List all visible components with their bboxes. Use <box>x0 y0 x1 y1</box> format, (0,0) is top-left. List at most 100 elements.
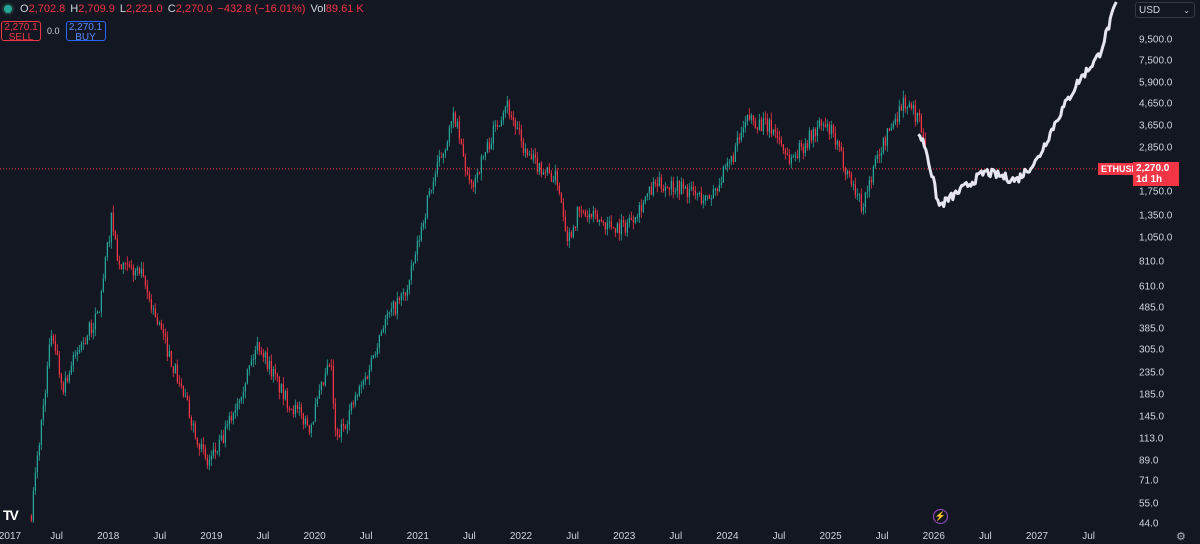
candle <box>222 435 224 443</box>
candle <box>528 154 530 156</box>
candle <box>110 212 112 243</box>
time-tick-label: 2026 <box>922 531 945 542</box>
candle <box>232 412 234 421</box>
price-tick-label: 1,050.0 <box>1139 232 1173 244</box>
time-tick-label: Jul <box>772 531 786 542</box>
candle <box>158 322 160 325</box>
price-axis[interactable]: 9,500.0 7,500.0 5,900.0 4,650.0 3,650.0 2,850… <box>1133 0 1200 530</box>
candle <box>908 103 910 108</box>
candle <box>256 342 258 351</box>
candle <box>888 128 890 131</box>
candle <box>554 170 556 181</box>
lightning-icon[interactable]: ⚡ <box>933 509 948 524</box>
candle <box>452 112 454 122</box>
candle <box>70 365 72 374</box>
candle <box>212 449 214 456</box>
candle <box>268 361 270 369</box>
candle <box>294 404 296 415</box>
candle <box>32 490 34 521</box>
time-axis[interactable]: 2017 Jul 2018 Jul 2019 Jul 2020 Jul 2021 Jul 2022 J… <box>0 524 1200 544</box>
candle <box>824 124 826 128</box>
candle <box>904 97 906 109</box>
price-tick-label: 3,650.0 <box>1139 120 1173 132</box>
candle <box>846 170 848 175</box>
candle <box>504 107 506 113</box>
candle <box>120 264 122 270</box>
candle <box>112 212 114 232</box>
candle <box>582 210 584 212</box>
candle <box>58 355 60 375</box>
candle <box>46 366 48 394</box>
candle <box>668 187 670 190</box>
candle <box>774 129 776 132</box>
candle <box>580 210 582 212</box>
candle <box>118 260 120 265</box>
candle <box>264 352 266 358</box>
candle <box>822 124 824 126</box>
candle <box>862 207 864 211</box>
candle <box>258 342 260 352</box>
candle <box>184 395 186 397</box>
candle <box>152 308 154 310</box>
candle <box>512 117 514 121</box>
candle <box>80 343 82 351</box>
chevron-down-icon: ⌄ <box>1183 6 1190 15</box>
candle <box>816 127 818 137</box>
candle <box>188 399 190 418</box>
price-chart[interactable] <box>0 0 1133 524</box>
candle <box>720 182 722 185</box>
candle <box>242 391 244 398</box>
candle <box>138 268 140 274</box>
candle <box>440 156 442 158</box>
candle <box>584 211 586 217</box>
candle <box>696 193 698 195</box>
candle <box>698 192 700 194</box>
price-tick-label: 2,850.0 <box>1139 142 1173 154</box>
candle <box>48 344 50 367</box>
candle <box>666 186 668 188</box>
currency-select[interactable]: USD ⌄ <box>1135 2 1195 18</box>
candle <box>914 105 916 122</box>
candle <box>754 120 756 129</box>
candle <box>804 143 806 153</box>
candle <box>206 457 208 466</box>
candle <box>802 146 804 153</box>
candle <box>592 210 594 217</box>
candle <box>182 385 184 397</box>
candle <box>72 355 74 366</box>
sell-button[interactable]: 2,270.1 SELL <box>1 21 41 43</box>
candle <box>634 216 636 223</box>
candle <box>766 118 768 132</box>
buy-button[interactable]: 2,270.1 BUY <box>65 21 106 43</box>
candle <box>246 369 248 384</box>
candle <box>614 227 616 233</box>
low-value: 2,221.0 <box>126 3 163 15</box>
time-tick-label: Jul <box>153 531 167 542</box>
candle <box>728 161 730 163</box>
candle <box>924 138 926 148</box>
candle <box>732 155 734 163</box>
last-price-tag: 2,270.0 1d 1h <box>1133 162 1179 186</box>
candle <box>746 115 748 122</box>
candle <box>704 195 706 201</box>
tradingview-logo[interactable]: TV <box>3 507 19 523</box>
candle <box>412 263 414 266</box>
candle <box>418 240 420 242</box>
volume-value: 89.61 K <box>325 3 364 15</box>
spread-value: 0.0 <box>47 26 60 36</box>
candle <box>718 184 720 192</box>
candle <box>910 103 912 109</box>
candle <box>124 262 126 264</box>
candle <box>776 131 778 138</box>
candle <box>632 220 634 223</box>
candle <box>446 142 448 151</box>
candle <box>210 455 212 460</box>
candle <box>330 365 332 367</box>
time-tick-label: 2018 <box>97 531 120 542</box>
price-tick-label: 235.0 <box>1139 367 1165 379</box>
projection-path <box>917 1 1118 208</box>
candle <box>680 181 682 194</box>
candle <box>404 292 406 296</box>
candle <box>494 124 496 126</box>
settings-icon[interactable]: ⚙ <box>1176 531 1186 543</box>
